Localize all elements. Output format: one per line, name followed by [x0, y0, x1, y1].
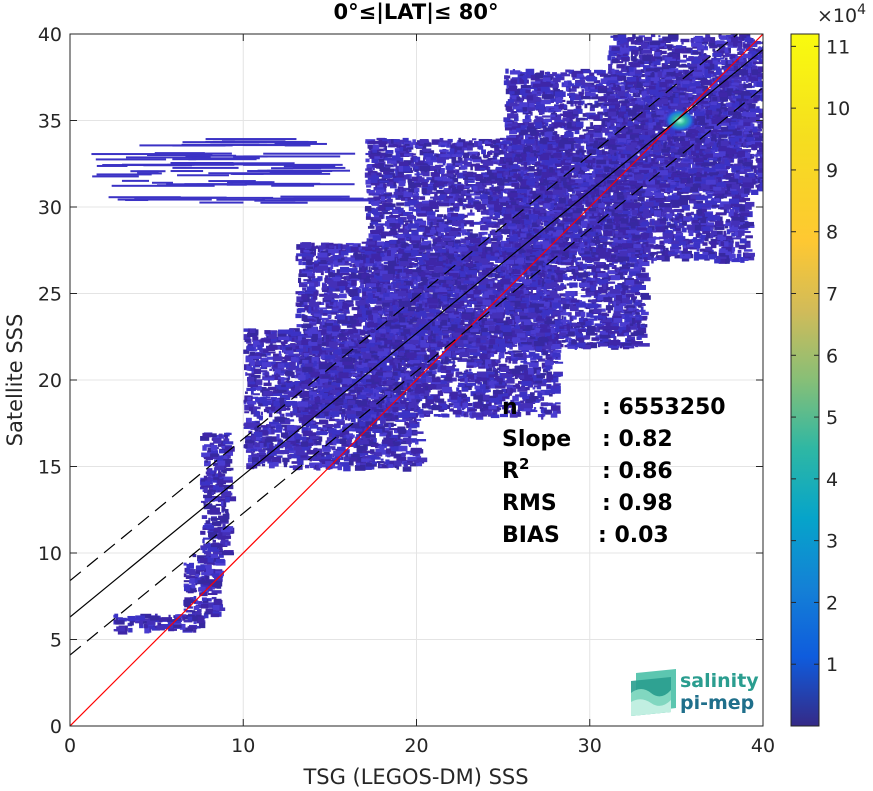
- y-tick-label: 10: [38, 543, 62, 565]
- colorbar: 1 2 3 4 5 6 7 8 9 10 11 ×104: [790, 2, 866, 727]
- stat-value: : 0.03: [598, 523, 669, 548]
- stat-value: : 0.82: [602, 427, 673, 452]
- salinity-pi-mep-logo: salinity pi-mep: [631, 669, 759, 716]
- line-regression-upper: [70, 34, 739, 582]
- stat-value: : 0.86: [602, 459, 673, 484]
- colorbar-frame: [790, 33, 820, 727]
- logo-text-pi-mep: pi-mep: [680, 692, 754, 714]
- chart-title: 0°≤|LAT|≤ 80°: [333, 0, 498, 25]
- colorbar-gradient: [791, 34, 819, 726]
- y-tick-label: 15: [38, 457, 62, 479]
- reference-lines: [70, 34, 763, 726]
- y-tick-label: 5: [50, 630, 62, 652]
- x-tick-label: 40: [751, 735, 775, 757]
- logo-text-salinity: salinity: [680, 670, 759, 692]
- line-regression: [70, 49, 763, 618]
- stat-value: : 6553250: [602, 395, 726, 420]
- line-identity: [70, 34, 763, 726]
- colorbar-tick-label: 11: [826, 36, 850, 58]
- y-axis-ticks: 0 5 10 15 20 25 30 35 40: [38, 24, 763, 738]
- density-hotspot: [663, 108, 696, 133]
- line-regression-lower: [70, 87, 763, 656]
- colorbar-tick-label: 2: [826, 592, 838, 614]
- stat-label: BIAS: [502, 523, 560, 548]
- x-axis-label: TSG (LEGOS-DM) SSS: [302, 765, 528, 789]
- stat-label: RMS: [502, 491, 557, 516]
- x-tick-label: 0: [64, 735, 76, 757]
- density-cloud: [91, 34, 763, 635]
- y-tick-label: 20: [38, 370, 62, 392]
- x-tick-label: 10: [231, 735, 255, 757]
- x-tick-label: 30: [578, 735, 602, 757]
- colorbar-exponent: ×104: [817, 2, 866, 27]
- x-axis-ticks: 0 10 20 30 40: [64, 34, 775, 757]
- colorbar-tick-label: 10: [826, 98, 850, 120]
- stat-value: : 0.98: [602, 491, 673, 516]
- y-tick-label: 25: [38, 284, 62, 306]
- stat-label: n: [502, 395, 518, 420]
- colorbar-tick-label: 3: [826, 531, 838, 553]
- colorbar-tick-label: 9: [826, 160, 838, 182]
- colorbar-tick-label: 5: [826, 407, 838, 429]
- y-tick-label: 0: [50, 716, 62, 738]
- colorbar-ticks: 1 2 3 4 5 6 7 8 9 10 11: [791, 36, 850, 676]
- colorbar-tick-label: 8: [826, 222, 838, 244]
- colorbar-tick-label: 7: [826, 284, 838, 306]
- x-tick-label: 20: [404, 735, 428, 757]
- y-tick-label: 40: [38, 24, 62, 46]
- y-tick-label: 30: [38, 197, 62, 219]
- colorbar-tick-label: 4: [826, 469, 838, 491]
- density-cells: [91, 34, 763, 635]
- colorbar-tick-label: 1: [826, 654, 838, 676]
- y-axis-label: Satellite SSS: [3, 314, 27, 447]
- stat-label: Slope: [502, 427, 571, 452]
- logo-mark-icon: [631, 669, 676, 716]
- y-tick-label: 35: [38, 111, 62, 133]
- colorbar-tick-label: 6: [826, 345, 838, 367]
